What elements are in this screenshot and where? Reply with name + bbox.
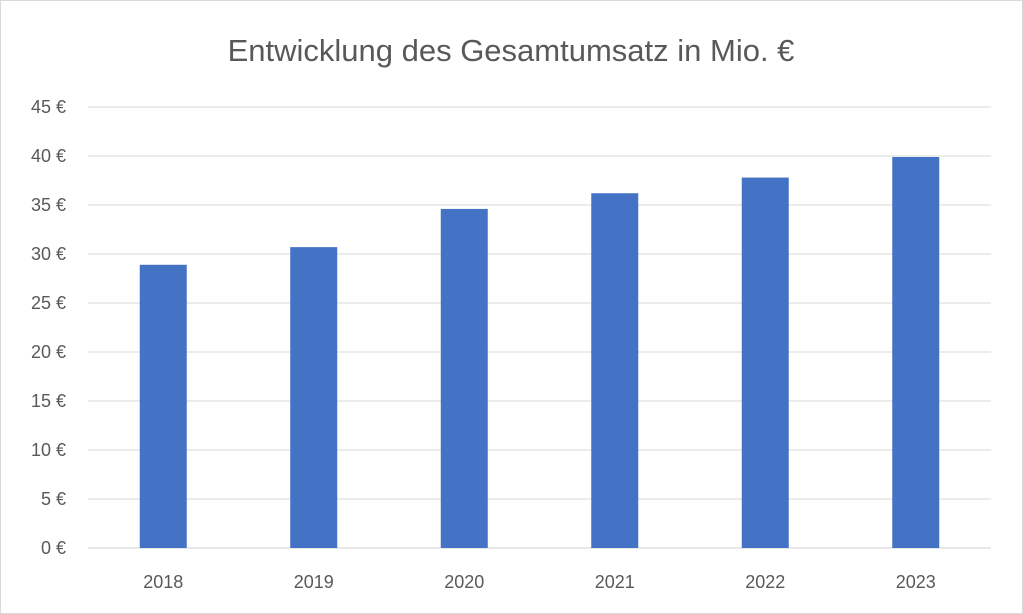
bar-2019	[290, 247, 338, 548]
y-tick-label: 15 €	[31, 391, 66, 411]
y-tick-label: 10 €	[31, 440, 66, 460]
x-tick-label-2022: 2022	[745, 572, 785, 592]
x-tick-label-2021: 2021	[595, 572, 635, 592]
y-tick-label: 30 €	[31, 244, 66, 264]
bar-2020	[440, 208, 488, 549]
x-tick-label-2019: 2019	[294, 572, 334, 592]
bar-layer	[139, 156, 940, 549]
y-tick-label: 20 €	[31, 342, 66, 362]
grid-layer	[88, 106, 991, 549]
bar-2018	[139, 264, 187, 548]
y-tick-label: 0 €	[41, 538, 66, 558]
y-tick-label: 40 €	[31, 146, 66, 166]
x-tick-label-2018: 2018	[143, 572, 183, 592]
y-tick-label: 45 €	[31, 97, 66, 117]
x-tick-label-2023: 2023	[896, 572, 936, 592]
bar-2022	[741, 177, 789, 548]
y-tick-label: 35 €	[31, 195, 66, 215]
x-tick-label-2020: 2020	[444, 572, 484, 592]
y-tick-label: 5 €	[41, 489, 66, 509]
chart-title: Entwicklung des Gesamtumsatz in Mio. €	[228, 33, 795, 68]
y-axis-ticks: 0 € 5 € 10 € 15 € 20 € 25 € 30 € 35 € 40 € 45 €	[31, 97, 66, 558]
bar-2023	[892, 156, 940, 549]
x-axis-ticks: 2018 2019 2020 2021 2022 2023	[143, 572, 936, 592]
y-tick-label: 25 €	[31, 293, 66, 313]
bar-2021	[591, 193, 639, 549]
